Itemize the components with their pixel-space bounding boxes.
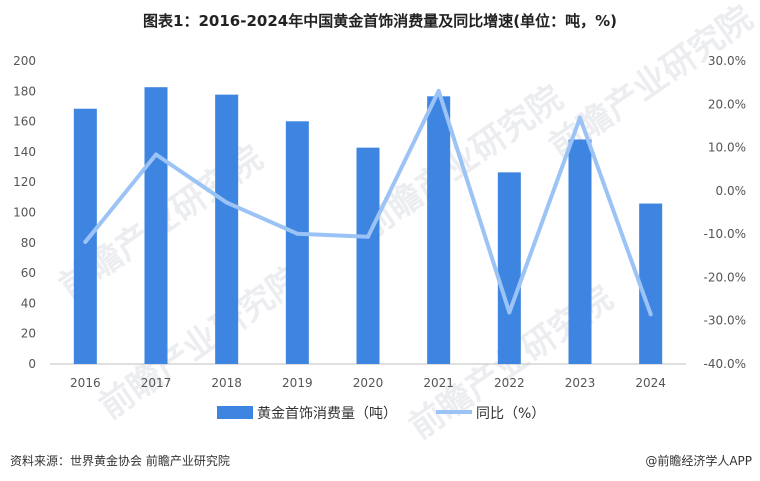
right-tick-label: 30.0% (708, 54, 746, 68)
chart-title: 图表1：2016-2024年中国黄金首饰消费量及同比增速(单位：吨，%) (143, 12, 617, 30)
left-tick-label: 140 (13, 145, 36, 159)
line-point (154, 152, 158, 157)
bar (639, 203, 663, 364)
x-tick-label: 2017 (141, 376, 172, 390)
right-tick-label: 20.0% (708, 97, 746, 111)
line-point (578, 115, 582, 120)
line-point (648, 312, 653, 317)
left-tick-label: 60 (21, 266, 36, 280)
x-tick-label: 2021 (423, 376, 454, 390)
left-tick-label: 80 (21, 236, 36, 250)
right-axis-ticks: -40.0% -30.0% -20.0% -10.0% 0.0% 10.0% 20.0% 30… (704, 54, 746, 371)
bar (427, 96, 451, 364)
legend-line-label: 同比（%） (476, 406, 545, 422)
x-axis-ticks: 2016 2017 2018 2019 2020 2021 2022 2023 2024 (70, 376, 666, 390)
watermark-text: 前瞻产业研究院 (92, 258, 310, 427)
source-note: 资料来源：世界黄金协会 前瞻产业研究院 (10, 454, 230, 468)
line-point (366, 234, 370, 239)
line-point (507, 310, 512, 315)
x-tick-label: 2016 (70, 376, 101, 390)
legend: 黄金首饰消费量（吨） 同比（%） (217, 405, 545, 422)
bar (497, 172, 521, 364)
bar (215, 94, 239, 365)
x-tick-label: 2019 (282, 376, 313, 390)
line-point (224, 200, 229, 205)
x-tick-label: 2020 (353, 376, 384, 390)
brand-credit: @前瞻经济学人APP (645, 454, 752, 468)
left-tick-label: 0 (28, 357, 36, 371)
left-tick-label: 180 (13, 84, 36, 98)
line-point (295, 231, 300, 236)
line-point (436, 88, 441, 93)
left-tick-label: 100 (13, 206, 36, 220)
left-tick-label: 200 (13, 54, 36, 68)
right-tick-label: 0.0% (716, 184, 747, 198)
right-tick-label: 10.0% (708, 141, 746, 155)
left-tick-label: 40 (21, 296, 36, 310)
x-tick-label: 2022 (494, 376, 525, 390)
bar (285, 121, 309, 364)
line-series (83, 88, 653, 317)
legend-bar-label: 黄金首饰消费量（吨） (257, 405, 397, 422)
left-tick-label: 160 (13, 115, 36, 129)
bar (144, 87, 168, 364)
left-axis-ticks: 0 20 40 60 80 100 120 140 160 180 200 (13, 54, 36, 371)
x-tick-label: 2018 (211, 376, 242, 390)
legend-bar-swatch (217, 406, 253, 419)
left-tick-label: 20 (21, 327, 36, 341)
x-tick-label: 2023 (565, 376, 596, 390)
line-point (83, 239, 88, 244)
bar (568, 139, 592, 364)
left-tick-label: 120 (13, 175, 36, 189)
right-tick-label: -30.0% (704, 314, 746, 328)
x-tick-label: 2024 (635, 376, 666, 390)
bar (73, 108, 97, 364)
right-tick-label: -40.0% (704, 357, 746, 371)
bar (356, 147, 380, 364)
right-tick-label: -10.0% (704, 227, 746, 241)
right-tick-label: -20.0% (704, 270, 746, 284)
